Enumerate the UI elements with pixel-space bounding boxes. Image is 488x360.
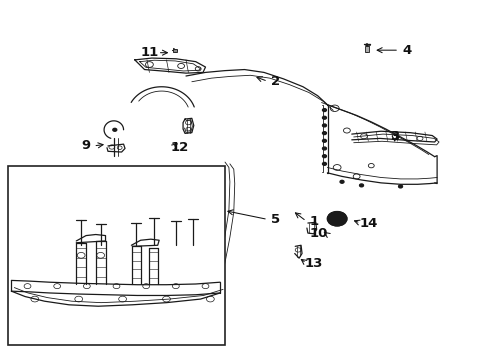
Text: 4: 4 [402,44,411,57]
Text: 13: 13 [305,257,323,270]
Circle shape [322,109,326,112]
Circle shape [113,129,117,131]
Text: 7: 7 [169,251,179,264]
Text: 3: 3 [389,130,399,144]
Text: 2: 2 [270,75,280,88]
Bar [365,46,368,52]
Text: 1: 1 [309,215,318,228]
Circle shape [359,184,363,187]
Circle shape [322,147,326,150]
Circle shape [322,162,326,165]
Text: 9: 9 [81,139,90,152]
Text: 5: 5 [270,213,280,226]
Circle shape [322,155,326,158]
Bar [8,166,224,345]
Text: 11: 11 [141,46,159,59]
Circle shape [322,132,326,135]
Circle shape [334,217,338,220]
Circle shape [322,124,326,127]
Circle shape [322,139,326,142]
Circle shape [327,212,346,226]
Bar [172,49,176,52]
Text: 12: 12 [171,141,189,154]
Circle shape [339,180,343,183]
Text: 8: 8 [203,251,212,264]
Text: 14: 14 [358,216,377,230]
Circle shape [398,185,402,188]
Text: 6: 6 [119,310,128,324]
Circle shape [322,116,326,119]
Text: 10: 10 [309,227,327,240]
